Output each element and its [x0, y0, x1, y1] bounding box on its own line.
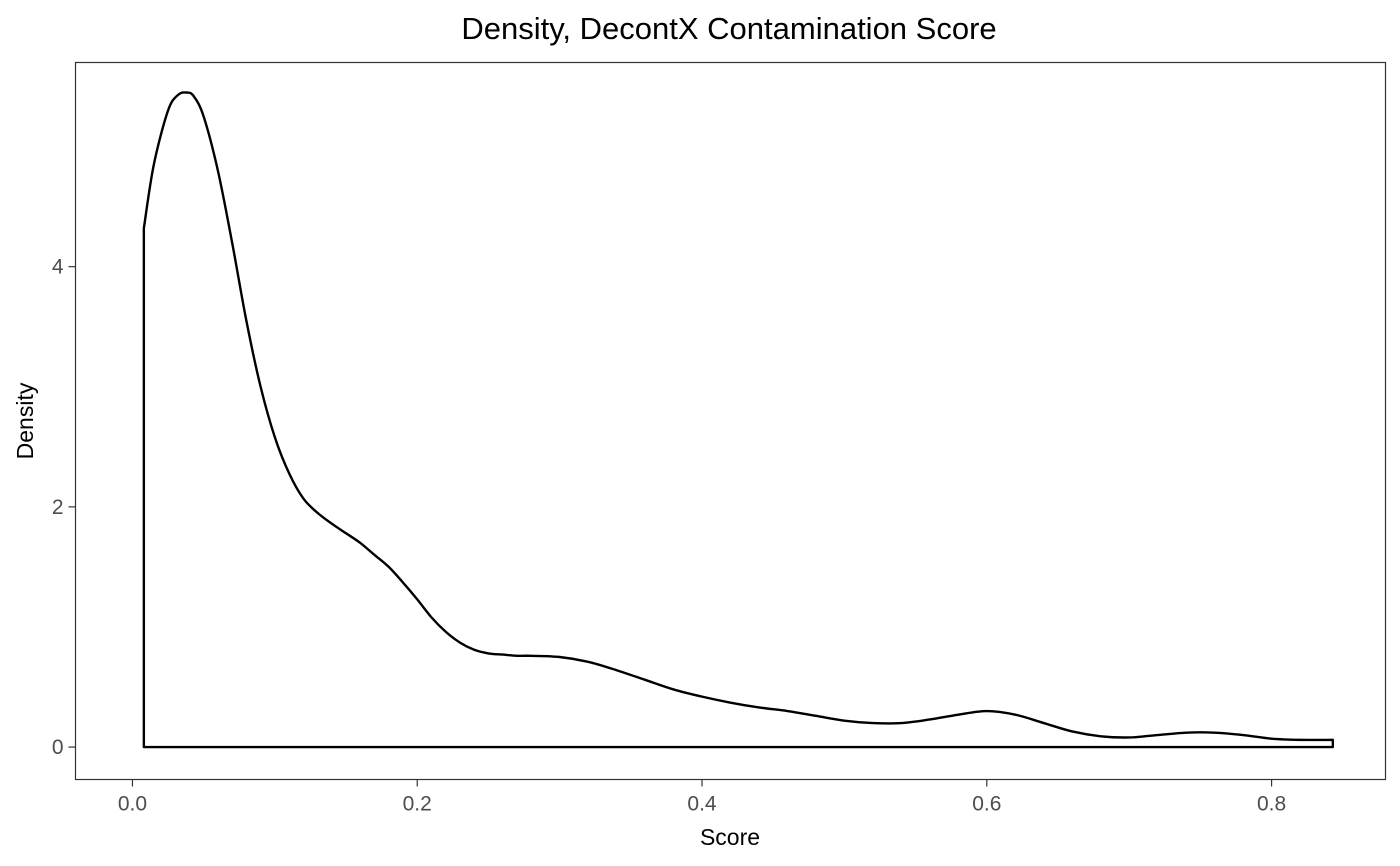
y-axis: 0 2 4 — [52, 256, 76, 759]
chart-title: Density, DecontX Contamination Score — [461, 11, 996, 46]
x-tick-label: 0.4 — [687, 793, 717, 816]
plot-panel — [74, 61, 1387, 781]
x-axis: 0.0 0.2 0.4 0.6 0.8 — [118, 779, 1286, 816]
x-axis-title: Score — [700, 824, 760, 850]
y-tick-label: 2 — [52, 496, 64, 519]
x-tick-label: 0.2 — [403, 793, 432, 816]
density-series-0 — [142, 91, 1335, 749]
x-tick-label: 0.6 — [972, 793, 1001, 816]
y-tick-label: 0 — [52, 736, 64, 759]
y-tick-label: 4 — [52, 256, 64, 279]
y-axis-title: Density — [12, 382, 38, 459]
x-tick-label: 0.0 — [118, 793, 147, 816]
x-tick-label: 0.8 — [1257, 793, 1286, 816]
